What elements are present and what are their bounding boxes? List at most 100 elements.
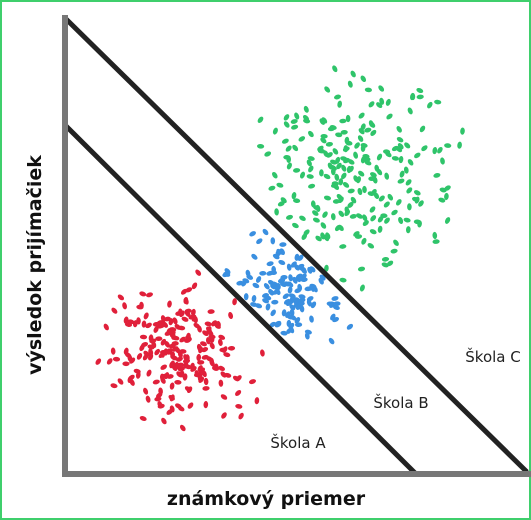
dot [330,182,339,188]
dot [271,299,279,305]
dot [332,317,340,323]
dot [291,192,297,200]
dot [362,214,368,222]
dot [249,379,256,385]
dot [298,136,306,142]
dot [185,335,192,341]
dot [203,401,209,409]
dot [315,235,322,242]
dot [410,92,416,101]
dot [323,173,331,180]
dot [306,159,312,167]
dot [360,123,366,131]
dot [291,124,299,130]
dot [179,336,186,343]
dot [398,217,404,224]
dot [179,424,186,432]
dot [358,112,365,119]
dot [272,127,278,135]
dot [279,242,287,247]
dot [149,338,157,344]
dot [222,346,228,353]
dot [368,176,376,181]
dot [157,403,165,409]
dot [289,308,295,317]
dot [146,369,152,377]
dot [304,286,312,292]
dot [160,338,167,346]
dot [169,361,175,369]
dot [221,412,227,419]
dot [298,294,306,299]
dot [235,390,242,396]
dot [299,171,306,179]
dot [172,317,178,325]
dot [381,256,390,262]
dot [356,213,363,219]
dot [376,153,383,161]
dot [405,226,411,234]
region-label: Škola A [270,433,326,452]
dot [257,143,265,149]
dot [129,379,135,386]
dot [324,86,331,93]
dot [357,266,366,272]
dot [224,268,231,275]
dot [139,416,147,421]
dot [148,348,154,356]
dot [155,336,163,342]
dot [185,354,190,362]
dot [122,361,130,367]
dot [209,359,215,367]
dot [319,118,326,125]
dot [354,142,360,149]
dot [288,293,296,299]
dot [164,341,170,348]
dot [201,347,209,353]
dot [254,397,260,405]
dot [302,115,310,121]
dot [342,146,350,152]
dot [335,132,343,138]
dots [95,65,465,432]
dot [407,107,413,115]
dot [319,169,324,177]
dot [180,288,188,295]
dot [143,312,149,320]
dot [309,315,314,323]
dot [252,282,260,289]
dot [359,284,365,292]
dot [290,261,297,268]
dot [146,292,153,298]
dot [437,146,443,154]
dot [141,320,147,328]
dot [362,220,369,227]
dot [174,346,181,354]
dot [332,65,338,73]
dot [272,171,278,179]
dot [383,149,391,155]
dot [373,192,380,200]
boundary-line [63,16,529,474]
dot [103,323,109,331]
dot [286,327,293,334]
dot [160,350,165,358]
dot [444,143,452,148]
dot [416,94,424,100]
dot [213,363,219,371]
dot [393,239,399,246]
dot [227,345,236,351]
dot [179,310,185,318]
dot [349,214,357,219]
dot [250,302,258,307]
dot [242,278,250,284]
dot [292,222,299,229]
dot [347,201,354,208]
dot [386,260,394,267]
dot [358,170,365,177]
dot [169,382,175,390]
dot [143,387,149,395]
dot [251,253,258,260]
dot [264,151,272,157]
